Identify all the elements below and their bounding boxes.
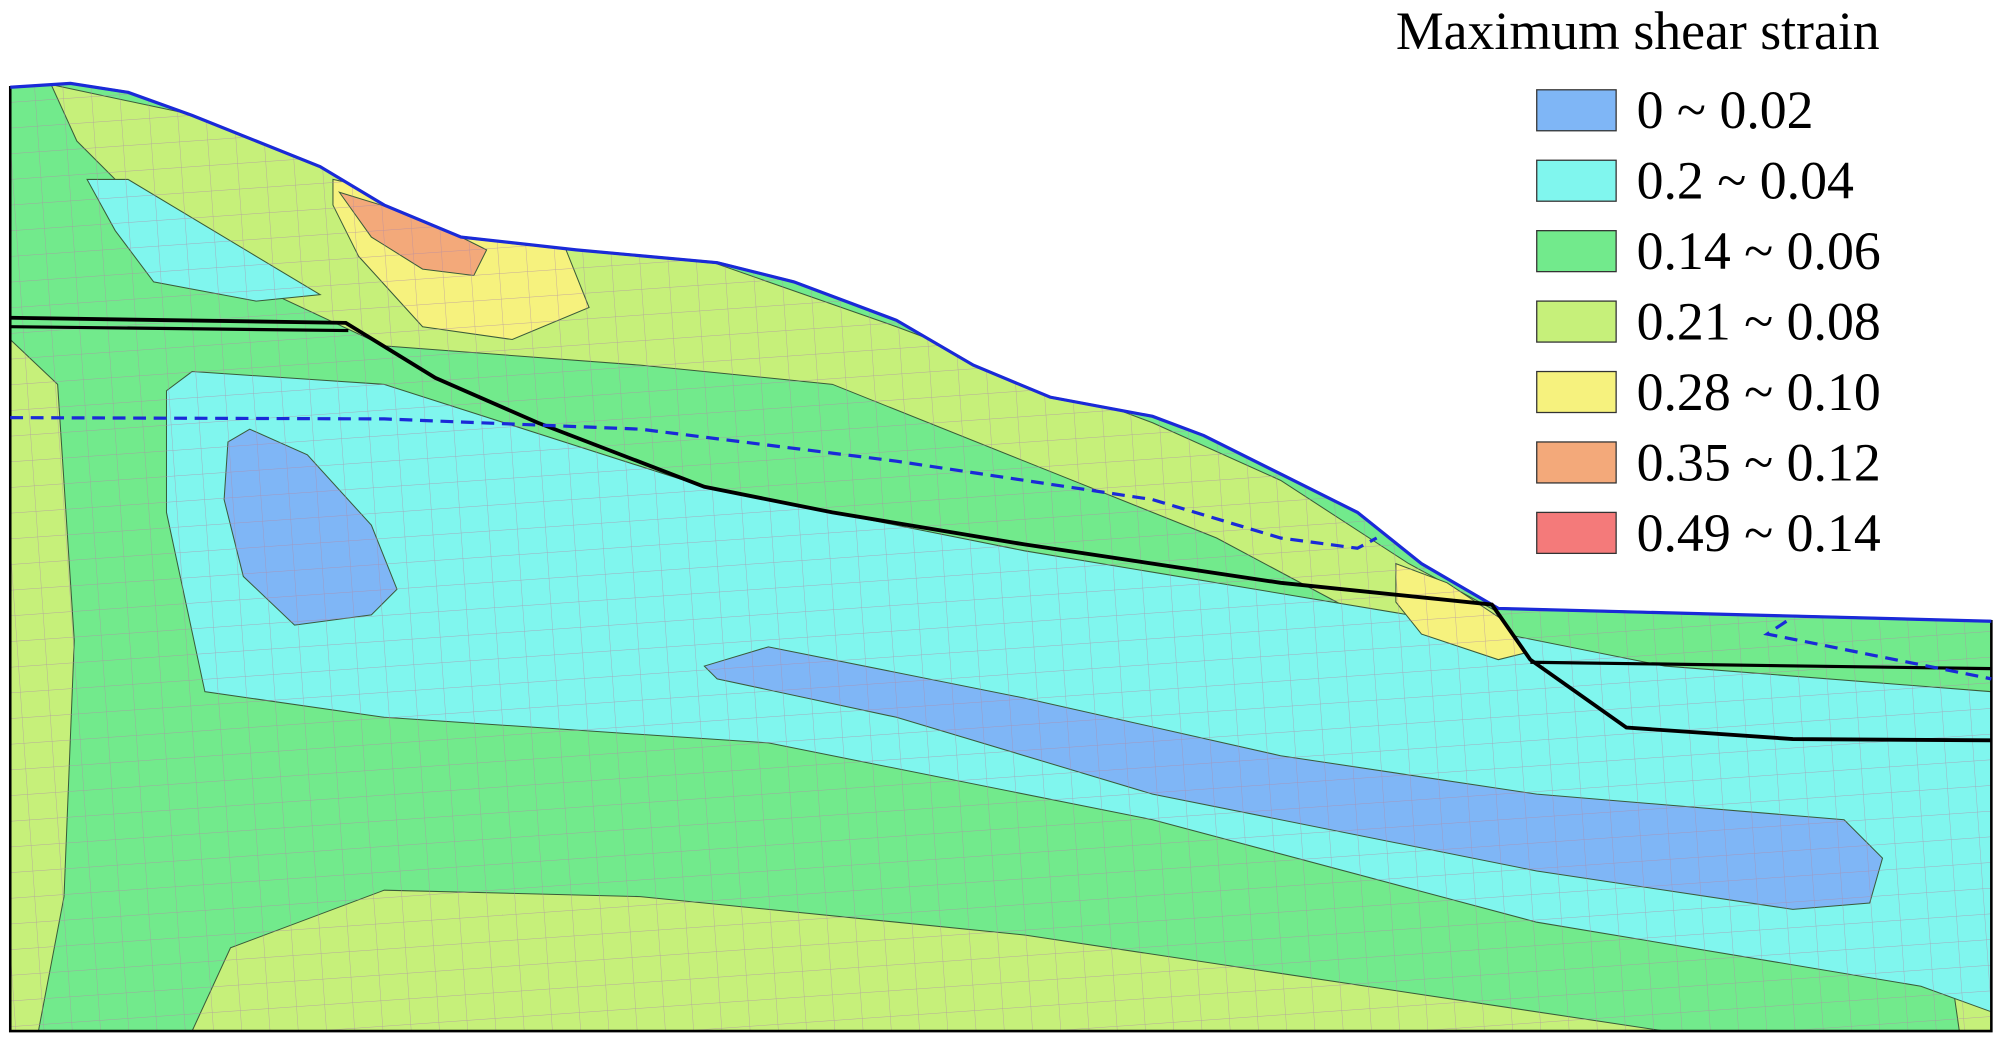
legend-swatch — [1536, 300, 1617, 343]
legend-label: 0.28 ~ 0.10 — [1637, 362, 1881, 422]
slip-surface — [10, 315, 1992, 743]
legend-swatch — [1536, 511, 1617, 555]
legend-label: 0.21 ~ 0.08 — [1637, 292, 1881, 352]
water-table — [1763, 619, 1992, 681]
legend-label: 0.14 ~ 0.06 — [1637, 221, 1881, 281]
legend-label: 0.2 ~ 0.04 — [1637, 151, 1854, 211]
legend-label: 0.49 ~ 0.14 — [1637, 503, 1881, 563]
legend-label: 0.35 ~ 0.12 — [1637, 432, 1881, 492]
water-table — [10, 416, 1378, 550]
legend-swatch — [1536, 441, 1617, 484]
legend: 0 ~ 0.02 0.2 ~ 0.04 0.14 ~ 0.06 0.21 ~ 0.08… — [1536, 80, 1881, 563]
layer-line — [1530, 660, 1992, 671]
layer-line — [10, 325, 349, 333]
legend-swatch — [1536, 370, 1617, 414]
ground-surface — [10, 81, 1992, 623]
legend-swatch — [1536, 89, 1617, 132]
legend-title: Maximum shear strain — [1396, 1, 1880, 61]
legend-label: 0 ~ 0.02 — [1637, 80, 1814, 140]
legend-swatch — [1536, 230, 1617, 273]
legend-swatch — [1536, 159, 1617, 202]
